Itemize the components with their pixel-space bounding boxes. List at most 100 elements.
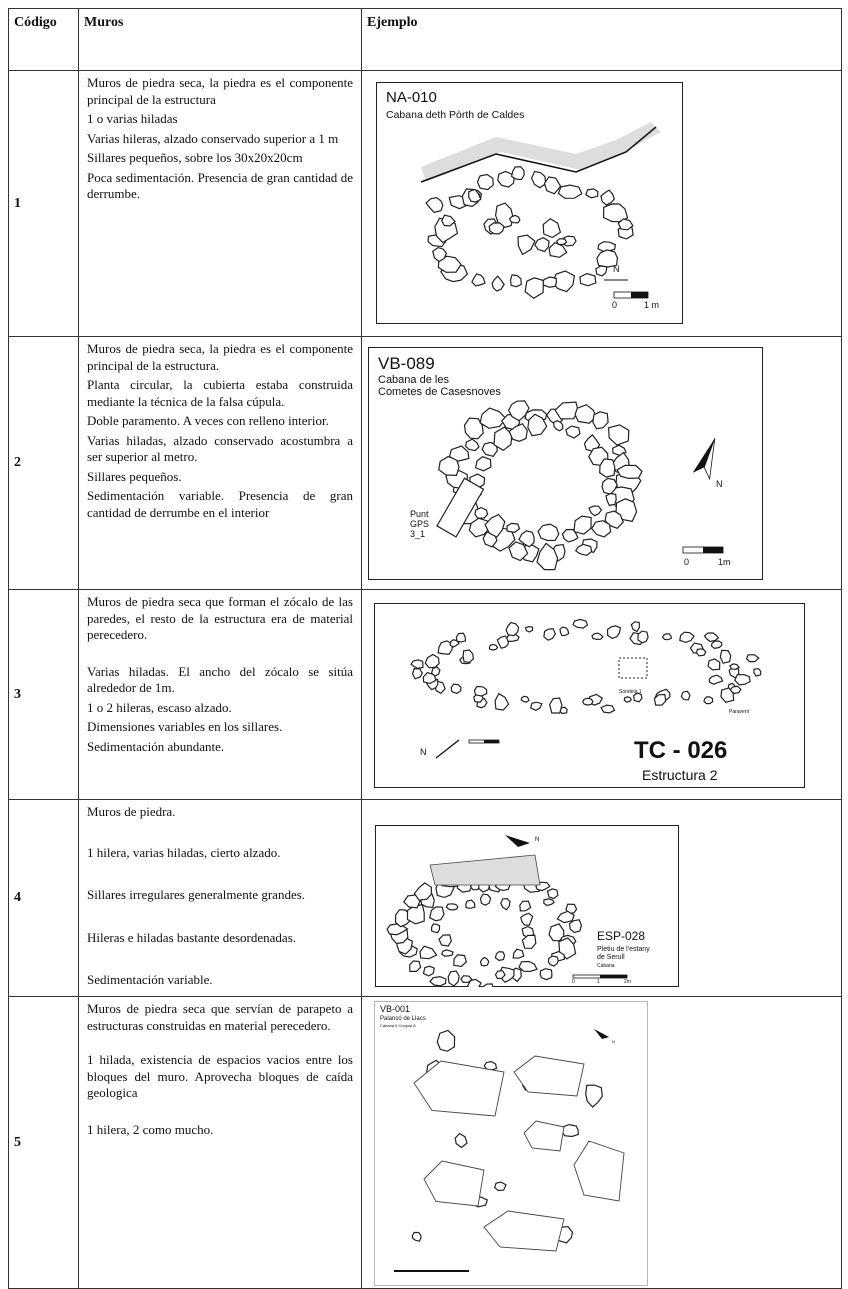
boulder: [523, 1120, 565, 1152]
stone: [447, 970, 460, 987]
stone: [462, 649, 475, 663]
stone: [518, 530, 535, 548]
stone: [537, 523, 560, 542]
figure-label: de Serull: [597, 954, 625, 961]
figure-frame: [374, 603, 805, 788]
muros-cell: Muros de piedra seca que servían de para…: [78, 996, 362, 1289]
stone: [543, 898, 555, 907]
stone: [719, 649, 732, 664]
stone: [500, 897, 511, 911]
muros-paragraph: Sedimentación abundante.: [87, 738, 225, 754]
scale-bar-fill: [484, 740, 499, 743]
scale-bar-fill: [631, 292, 648, 298]
figure-label: VB-089: [378, 354, 435, 373]
figure-label: TC - 026: [634, 737, 727, 764]
muros-paragraph: Muros de piedra.: [87, 804, 176, 819]
stone: [463, 417, 484, 440]
stone: [497, 170, 515, 188]
muros-paragraph: Sedimentación variable. Presencia de gra…: [87, 488, 353, 520]
stone: [555, 238, 568, 246]
figure-label: Cabana deth Pòrth de Caldes: [386, 109, 524, 121]
stone: [592, 411, 609, 430]
stone: [720, 687, 735, 703]
stone: [582, 697, 594, 706]
stone: [695, 648, 707, 657]
boulder: [483, 1210, 565, 1252]
muros-paragraph: Sillares pequeños.: [87, 468, 182, 484]
muros-cell: Muros de piedra. 1 hilera, varias hiladas…: [78, 799, 362, 997]
stone: [661, 633, 673, 641]
stone: [429, 906, 445, 922]
stone: [543, 176, 562, 195]
stone: [734, 673, 751, 686]
figure-label: N: [612, 1039, 615, 1044]
muros-cell: Muros de piedra seca, la piedra es el co…: [78, 336, 362, 590]
header-cell: Ejemplo: [361, 8, 842, 71]
stone: [494, 692, 510, 711]
stone: [520, 695, 530, 703]
figure-label: N: [535, 837, 539, 843]
figure-label: 1: [597, 979, 600, 985]
header-cell: Muros: [78, 8, 362, 71]
stone: [479, 956, 490, 967]
figure-cell: NA-010 Cabana deth Pòrth de Caldes N 0 1 m: [361, 70, 842, 337]
stone: [519, 900, 532, 912]
stone: [520, 912, 534, 926]
stone: [494, 202, 514, 229]
figure-label: 1 m: [644, 300, 659, 310]
stone: [574, 404, 598, 424]
stone: [425, 197, 444, 214]
stone: [506, 522, 521, 534]
stone: [419, 945, 438, 960]
stone: [565, 903, 578, 915]
stone: [680, 690, 691, 701]
stone: [493, 426, 513, 452]
stone: [494, 970, 506, 980]
stone: [479, 407, 507, 429]
stone: [455, 632, 467, 643]
figure-label: GPS: [410, 519, 429, 529]
code-cell: 3: [8, 589, 79, 800]
north-arrow-half: [703, 438, 716, 481]
stone: [599, 458, 616, 478]
muros-paragraph: Varias hileras, alzado conservado superi…: [87, 130, 339, 146]
figure-cell: VB-089 Cabana de les Cometes de Casesnoves…: [361, 336, 842, 590]
figure-label: Cabana: [597, 963, 615, 969]
figure-frame: [368, 347, 763, 580]
stone: [517, 234, 536, 256]
stone: [482, 983, 494, 987]
stone: [512, 948, 525, 959]
stone: [600, 704, 616, 714]
table-body: 1 Muros de piedra seca, la piedra es el c…: [8, 70, 842, 1289]
figure-label: Cabana de les: [378, 374, 449, 386]
stone: [494, 1181, 507, 1192]
figure-label: 1m: [718, 557, 731, 567]
stone: [556, 910, 575, 924]
stone: [473, 685, 488, 697]
stone: [527, 413, 548, 437]
figure-label: Cometes de Casesnoves: [378, 386, 501, 398]
table-row: 3 Muros de piedra seca que forman el zóca…: [8, 589, 842, 800]
muros-paragraph: Dimensiones variables en los sillares.: [87, 719, 283, 734]
stone: [484, 513, 506, 538]
stone: [572, 618, 589, 629]
stone: [546, 888, 559, 900]
stone: [585, 188, 599, 199]
figure-label: N: [420, 747, 427, 757]
stone: [703, 632, 720, 643]
stone: [448, 445, 470, 462]
terrain-edge: [421, 122, 661, 182]
stone: [547, 955, 559, 967]
stone: [475, 456, 492, 472]
stone: [508, 214, 521, 224]
figure-label: VB-001: [380, 1004, 410, 1014]
stones: [425, 165, 634, 300]
boulder: [573, 1140, 625, 1202]
stone: [505, 621, 520, 637]
code-cell: 5: [8, 996, 79, 1289]
stone: [565, 425, 581, 439]
stone: [616, 464, 643, 480]
stone: [465, 899, 476, 909]
table-row: 2 Muros de piedra seca, la piedra es el c…: [8, 336, 842, 590]
